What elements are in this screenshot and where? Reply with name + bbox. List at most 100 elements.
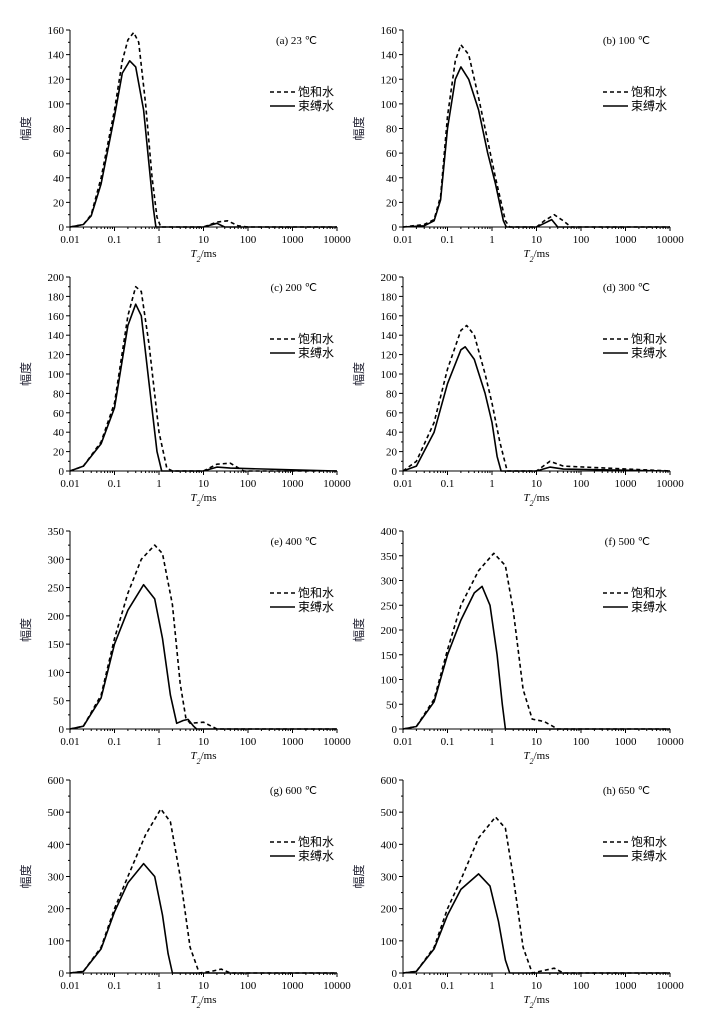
chart-title: (f) 500 ℃ <box>605 536 650 548</box>
y-tick-label: 0 <box>59 466 65 478</box>
x-tick-label: 0.1 <box>441 234 455 246</box>
series-line-bound-water <box>402 66 670 228</box>
legend-label: 束缚水 <box>298 849 334 863</box>
x-axis-label: T2/ms <box>523 248 549 264</box>
y-tick-label: 350 <box>381 551 398 563</box>
y-tick-label: 80 <box>386 388 398 400</box>
x-tick-label: 10 <box>531 234 543 246</box>
y-tick-label: 0 <box>392 968 398 980</box>
y-axis-label: 幅度 <box>351 362 366 386</box>
y-tick-label: 60 <box>386 408 398 420</box>
y-tick-label: 400 <box>381 526 398 538</box>
x-tick-label: 1 <box>156 980 162 992</box>
y-tick-label: 300 <box>381 576 398 588</box>
y-tick-label: 100 <box>381 675 398 687</box>
series-line-saturated-water <box>69 285 337 472</box>
x-tick-label: 0.01 <box>60 980 79 992</box>
x-tick-label: 10000 <box>656 234 684 246</box>
chart-title: (e) 400 ℃ <box>270 536 317 548</box>
y-tick-label: 400 <box>381 839 398 851</box>
y-tick-label: 200 <box>48 904 65 916</box>
y-tick-label: 0 <box>59 222 65 234</box>
x-tick-label: 10 <box>198 980 210 992</box>
series-line-bound-water <box>402 585 670 730</box>
y-tick-label: 80 <box>386 124 398 136</box>
y-tick-label: 20 <box>386 197 398 209</box>
y-tick-label: 400 <box>48 839 65 851</box>
x-tick-label: 1000 <box>282 478 305 490</box>
y-tick-label: 20 <box>53 447 65 459</box>
x-tick-label: 1000 <box>615 980 638 992</box>
legend-label: 束缚水 <box>298 600 334 614</box>
x-tick-label: 0.01 <box>60 736 79 748</box>
x-tick-label: 10000 <box>323 234 351 246</box>
x-tick-label: 100 <box>573 478 590 490</box>
y-tick-label: 60 <box>53 408 65 420</box>
series-line-saturated-water <box>402 816 670 974</box>
x-tick-label: 10 <box>198 736 210 748</box>
y-tick-label: 120 <box>381 350 398 362</box>
x-tick-label: 10000 <box>323 980 351 992</box>
y-tick-label: 60 <box>53 148 65 160</box>
x-tick-label: 0.01 <box>393 234 412 246</box>
legend-label: 束缚水 <box>631 600 667 614</box>
legend-label: 饱和水 <box>631 331 667 346</box>
y-tick-label: 100 <box>381 369 398 381</box>
x-tick-label: 100 <box>573 980 590 992</box>
chart-panel-2: 0 20 40 60 80 100 120 140 160 180 200 0.01 0.1 1 10 100… <box>18 272 351 508</box>
y-tick-label: 100 <box>381 99 398 111</box>
x-tick-label: 1 <box>156 234 162 246</box>
x-tick-label: 100 <box>240 980 257 992</box>
y-tick-label: 120 <box>381 74 398 86</box>
x-tick-label: 1 <box>489 478 495 490</box>
x-tick-label: 10 <box>531 478 543 490</box>
y-tick-label: 500 <box>381 807 398 819</box>
y-tick-label: 500 <box>48 807 65 819</box>
x-tick-label: 10000 <box>656 736 684 748</box>
y-tick-label: 140 <box>381 50 398 62</box>
y-axis-label: 幅度 <box>18 362 33 386</box>
x-tick-label: 0.1 <box>441 736 455 748</box>
y-tick-label: 160 <box>381 25 398 37</box>
legend-label: 饱和水 <box>298 84 334 99</box>
x-tick-label: 0.01 <box>393 736 412 748</box>
series-line-bound-water <box>402 346 671 472</box>
y-tick-label: 180 <box>381 291 398 303</box>
y-tick-label: 200 <box>48 611 65 623</box>
x-tick-label: 1000 <box>282 234 305 246</box>
y-tick-label: 0 <box>59 968 65 980</box>
y-tick-label: 250 <box>48 583 65 595</box>
y-tick-label: 40 <box>53 173 65 185</box>
y-axis-label: 幅度 <box>18 618 33 642</box>
chart-panel-1: 0 20 40 60 80 100 120 140 160 0.01 0.1 1 10 100 1000 10… <box>351 25 684 264</box>
legend-label: 饱和水 <box>298 331 334 346</box>
y-tick-label: 300 <box>48 554 65 566</box>
series-line-saturated-water <box>69 808 337 974</box>
chart-panel-5: 0 50 100 150 200 250 300 350 400 0.01 0.1 1 10 100 100… <box>351 526 684 766</box>
legend-label: 饱和水 <box>631 84 667 99</box>
y-axis-label: 幅度 <box>18 864 33 888</box>
y-tick-label: 200 <box>48 272 65 284</box>
x-tick-label: 1000 <box>615 234 638 246</box>
x-tick-label: 1000 <box>282 980 305 992</box>
series-line-bound-water <box>69 303 338 472</box>
x-tick-label: 0.01 <box>60 234 79 246</box>
x-tick-label: 10000 <box>323 736 351 748</box>
legend-label: 饱和水 <box>631 585 667 600</box>
x-tick-label: 1000 <box>615 736 638 748</box>
y-tick-label: 600 <box>381 775 398 787</box>
legend-label: 饱和水 <box>631 834 667 849</box>
chart-panel-3: 0 20 40 60 80 100 120 140 160 180 200 0.01 0.1 1 10 100… <box>351 272 684 508</box>
x-tick-label: 100 <box>240 736 257 748</box>
chart-title: (g) 600 ℃ <box>270 785 317 797</box>
y-tick-label: 60 <box>386 148 398 160</box>
series-line-bound-water <box>69 60 337 228</box>
y-axis-label: 幅度 <box>351 116 366 140</box>
y-tick-label: 160 <box>381 311 398 323</box>
y-tick-label: 80 <box>53 124 65 136</box>
x-tick-label: 100 <box>240 234 257 246</box>
x-tick-label: 10000 <box>323 478 351 490</box>
x-axis-label: T2/ms <box>523 492 549 508</box>
x-tick-label: 100 <box>573 736 590 748</box>
x-tick-label: 1 <box>156 478 162 490</box>
